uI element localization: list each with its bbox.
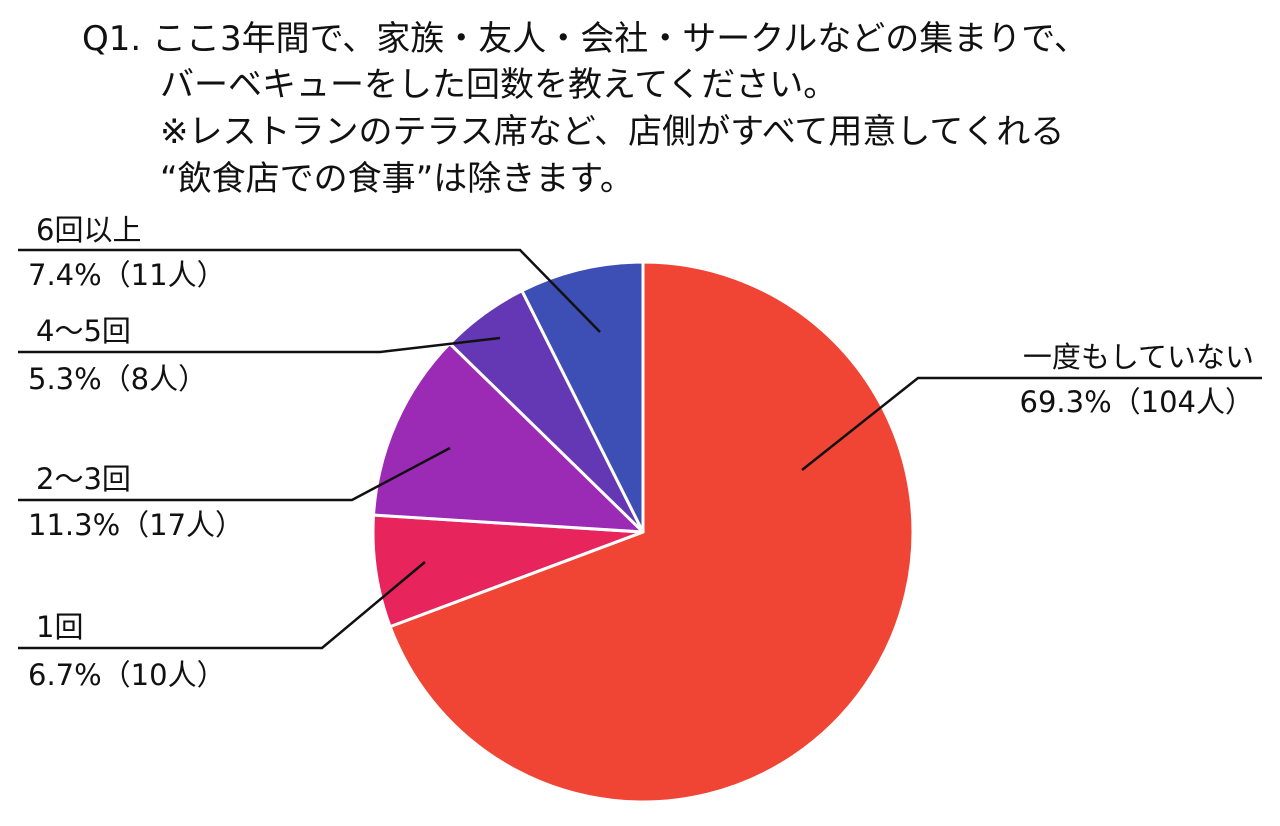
leader-lines: [18, 248, 1262, 650]
label-6-plus-value: 7.4%（11人）: [28, 258, 226, 292]
slice-never: [388, 260, 915, 804]
label-2-3-name: 2～3回: [36, 462, 131, 496]
label-1-name: 1回: [36, 610, 83, 644]
slice-labels: 一度もしていない 69.3%（104人） 1回 6.7%（10人） 2～3回 1…: [28, 213, 1254, 692]
leader-line-1: [18, 561, 426, 650]
title-line-1: Q1. ここ3年間で、家族・友人・会社・サークルなどの集まりで、: [82, 19, 1088, 59]
slice-6-plus: [520, 260, 645, 534]
leader-line-6-plus: [18, 248, 601, 333]
pie-slices: [371, 260, 915, 804]
label-2-3-value: 11.3%（17人）: [28, 508, 244, 542]
label-1-value: 6.7%（10人）: [28, 658, 226, 692]
label-4-5-name: 4～5回: [36, 314, 131, 348]
title-line-3: ※レストランのテラス席など、店側がすべて用意してくれる: [160, 112, 1064, 152]
chart-title: Q1. ここ3年間で、家族・友人・会社・サークルなどの集まりで、 バーベキューを…: [82, 19, 1088, 199]
label-never-name: 一度もしていない: [1023, 340, 1254, 374]
label-4-5-value: 5.3%（8人）: [28, 362, 207, 396]
label-never-value: 69.3%（104人）: [1020, 385, 1254, 419]
title-line-4: “飲食店での食事”は除きます。: [160, 159, 634, 199]
leader-line-2-3: [18, 446, 451, 502]
slice-1: [371, 513, 645, 629]
leader-line-4-5: [18, 336, 501, 354]
leader-line-never: [801, 376, 1262, 471]
title-line-2: バーベキューをした回数を教えてください。: [160, 65, 837, 105]
slice-2-3: [372, 342, 645, 534]
label-6-plus-name: 6回以上: [36, 213, 141, 247]
